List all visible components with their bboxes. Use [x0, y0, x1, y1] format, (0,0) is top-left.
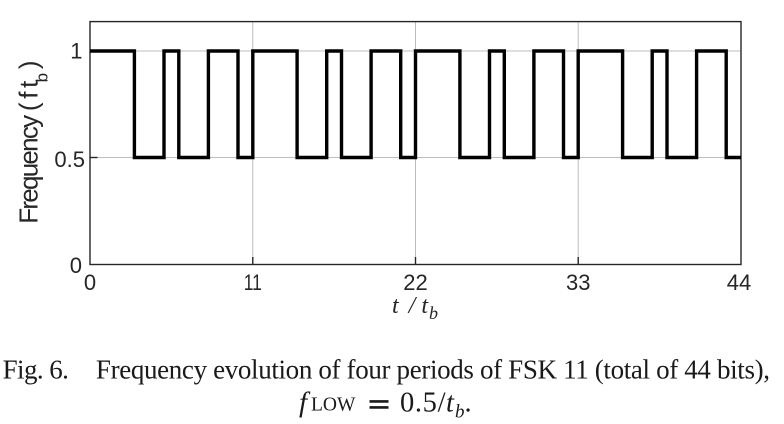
svg-text:Frequency ( f tb ): Frequency ( f tb ) — [14, 61, 52, 224]
svg-text:0.5/: 0.5/ — [400, 388, 446, 419]
svg-text:b: b — [455, 402, 465, 423]
svg-text:0.5: 0.5 — [54, 147, 85, 172]
svg-text:.: . — [465, 388, 472, 419]
svg-text:Frequency evolution of four pe: Frequency evolution of four periods of F… — [96, 355, 770, 385]
svg-text:44: 44 — [727, 270, 751, 295]
svg-text:0: 0 — [84, 270, 96, 295]
svg-text:33: 33 — [566, 270, 590, 295]
svg-text:1: 1 — [70, 39, 82, 64]
svg-text:Fig. 6.: Fig. 6. — [3, 355, 69, 385]
svg-text:f: f — [299, 387, 311, 419]
svg-text:11: 11 — [244, 270, 262, 295]
svg-text:0: 0 — [70, 253, 82, 278]
svg-text:t/tb: t / tb — [392, 293, 438, 323]
svg-text:22: 22 — [403, 270, 427, 295]
svg-text:t: t — [446, 388, 455, 419]
svg-text:LOW: LOW — [311, 395, 356, 416]
